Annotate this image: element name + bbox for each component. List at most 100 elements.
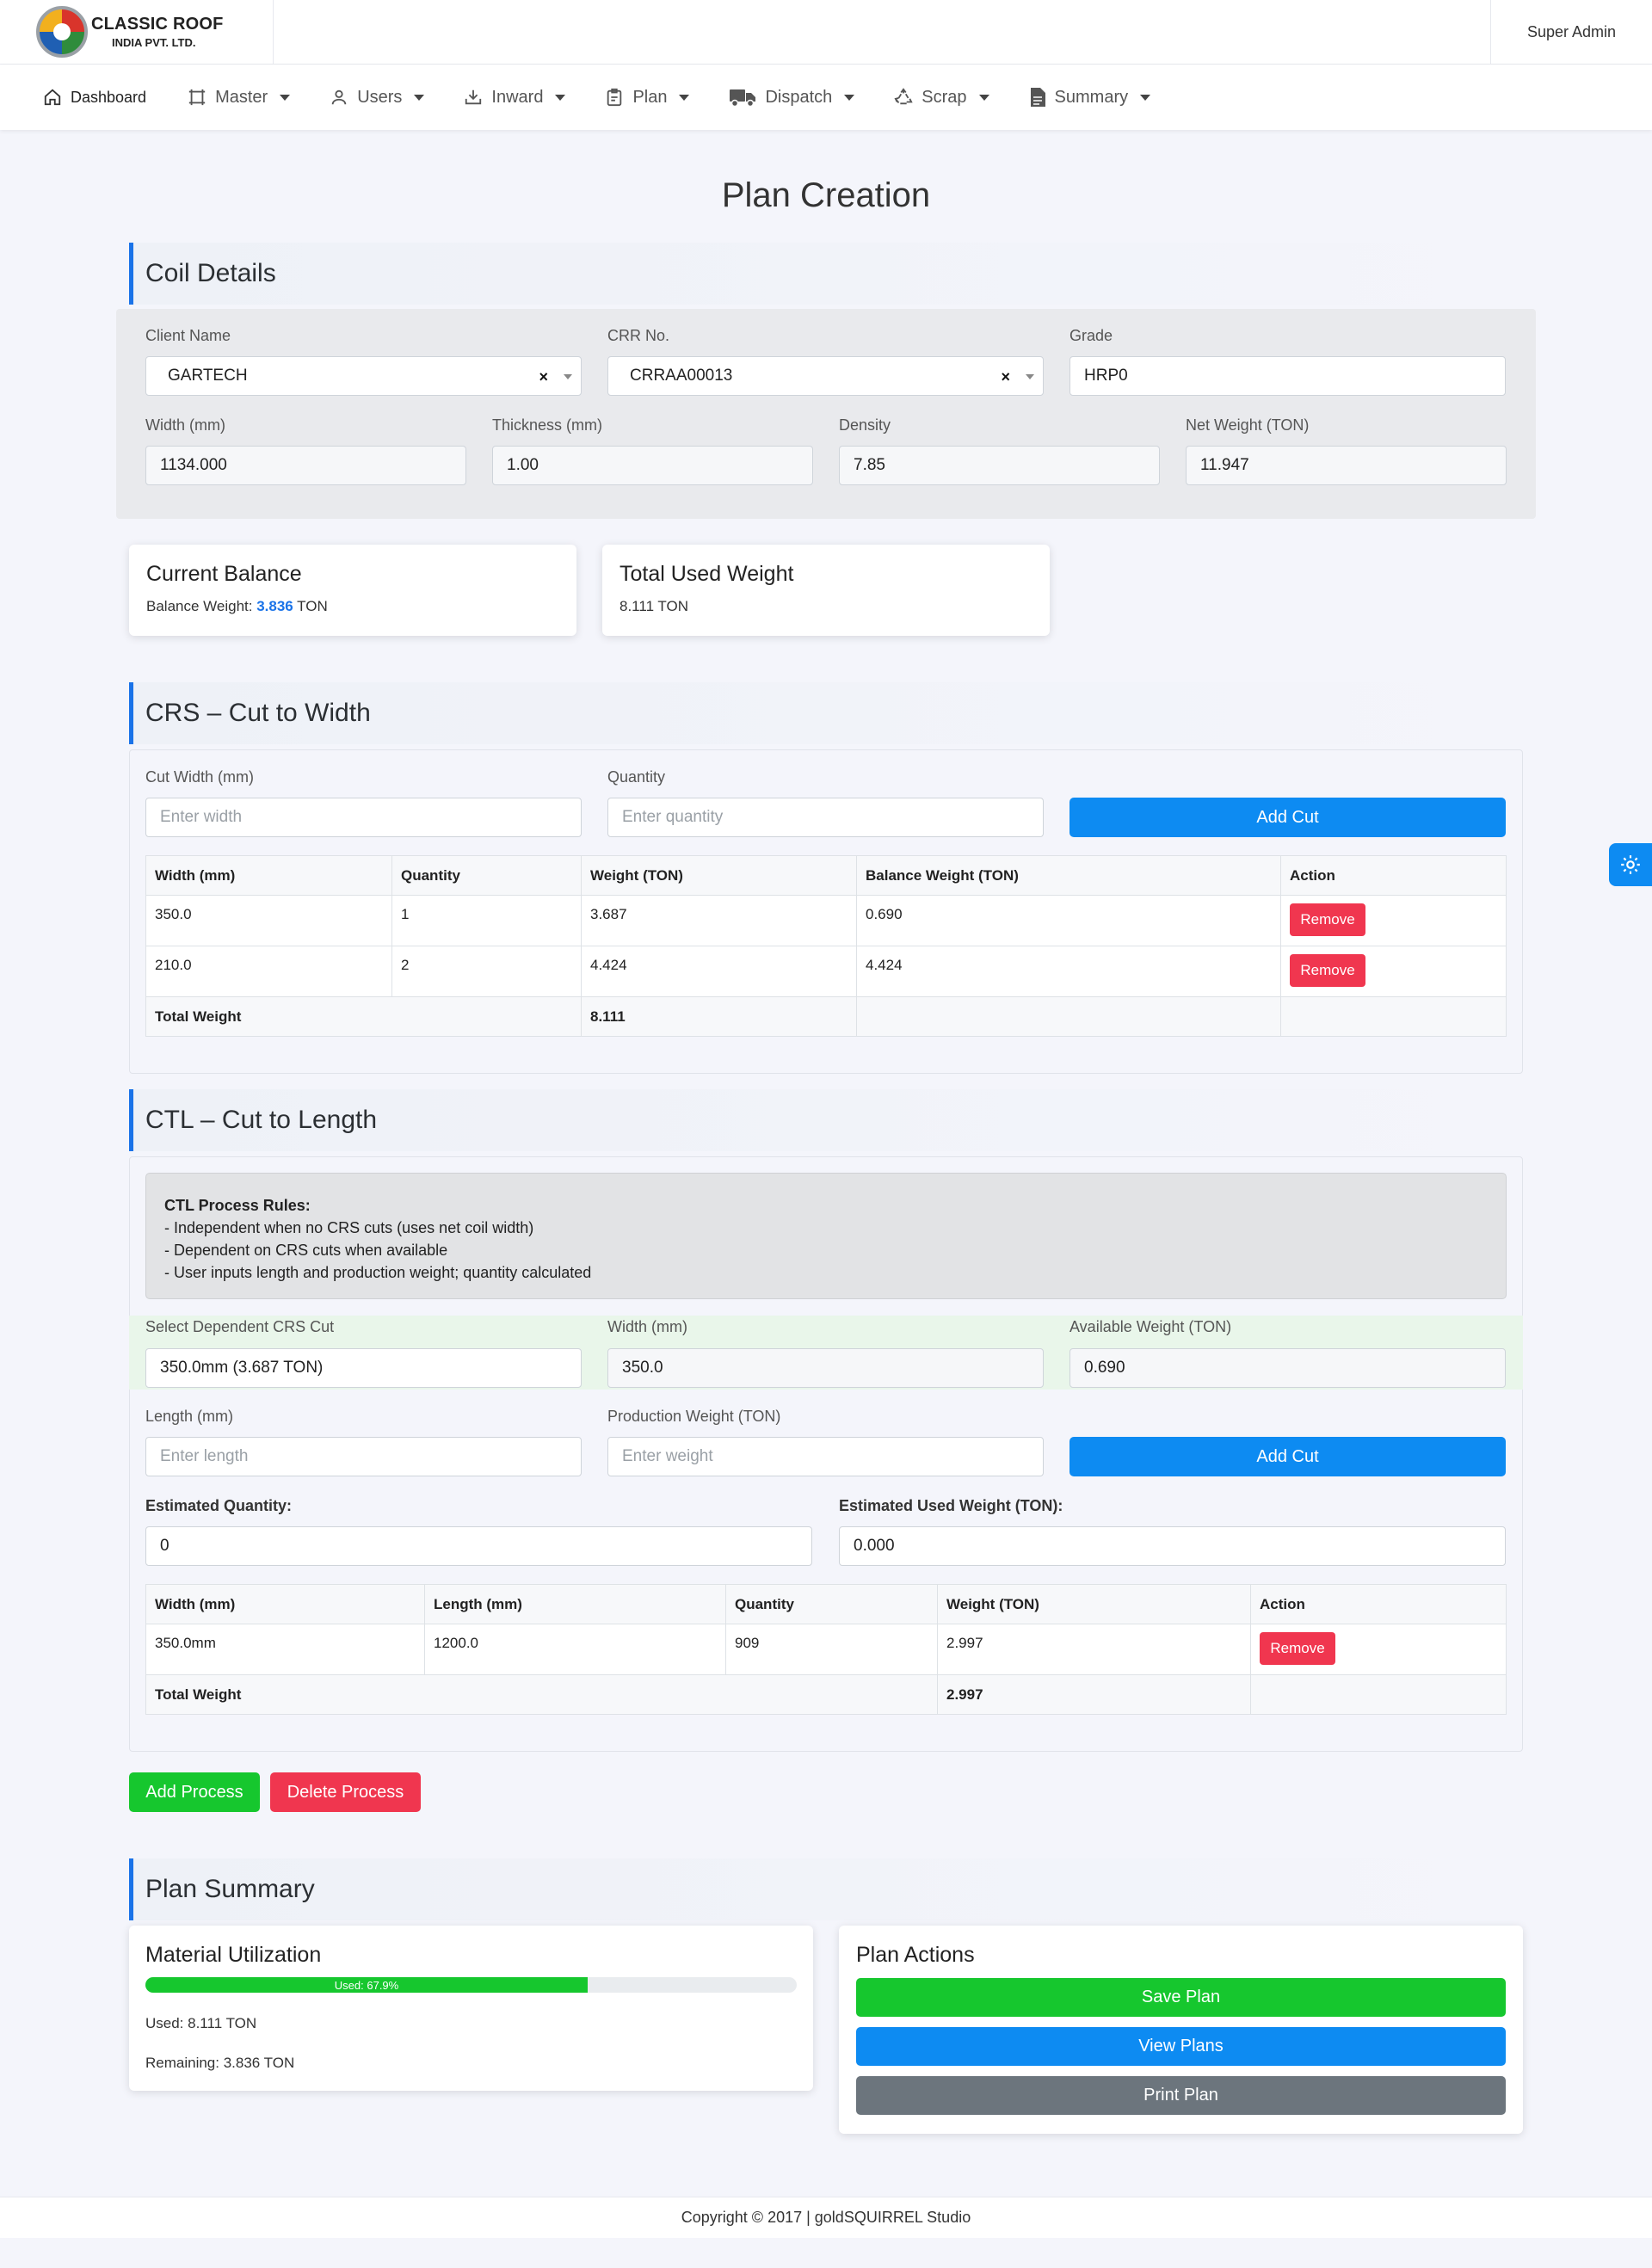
nav-dispatch[interactable]: Dispatch [729, 87, 855, 108]
recycle-icon [894, 88, 913, 105]
remove-button[interactable]: Remove [1290, 954, 1365, 987]
nav-master-label: Master [215, 87, 268, 107]
logo-emblem-icon [36, 6, 88, 58]
production-weight-input[interactable]: Enter weight [607, 1437, 1044, 1476]
clear-icon[interactable]: × [539, 368, 548, 385]
crs-heading: CRS – Cut to Width [129, 682, 1523, 744]
empty-cell [856, 996, 1281, 1037]
nav-summary-label: Summary [1054, 87, 1129, 107]
save-plan-button[interactable]: Save Plan [856, 1978, 1506, 2017]
chevron-down-icon [414, 94, 425, 101]
estimated-used-weight-label: Estimated Used Weight (TON): [839, 1497, 1063, 1514]
view-plans-button[interactable]: View Plans [856, 2027, 1506, 2066]
nav-dispatch-label: Dispatch [765, 87, 833, 107]
download-icon [465, 89, 482, 105]
current-balance-card: Current Balance Balance Weight: 3.836 TO… [129, 545, 576, 636]
total-used-weight-card: Total Used Weight 8.111 TON [602, 545, 1050, 636]
clear-icon[interactable]: × [1001, 368, 1010, 385]
grade-field[interactable]: HRP0 [1069, 356, 1506, 396]
ctl-rule-item: - User inputs length and production weig… [164, 1264, 592, 1281]
coil-details-panel [116, 309, 1536, 519]
estimated-quantity-field[interactable]: 0 [145, 1526, 812, 1566]
crs-col-quantity: Quantity [391, 855, 582, 896]
cell-width: 350.0mm [145, 1624, 425, 1675]
crs-col-balance: Balance Weight (TON) [856, 855, 1281, 896]
estimated-quantity-label: Estimated Quantity: [145, 1497, 293, 1514]
client-name-select[interactable]: GARTECH × [145, 356, 582, 396]
cell-weight: 2.997 [937, 1624, 1251, 1675]
cell-weight: 3.687 [581, 895, 857, 946]
thickness-field[interactable]: 1.00 [492, 446, 813, 485]
nav-inward[interactable]: Inward [464, 88, 566, 108]
footer: Copyright © 2017 | goldSQUIRREL Studio [0, 2197, 1652, 2238]
ctl-rules-box: CTL Process Rules: - Independent when no… [145, 1173, 1507, 1299]
cell-action: Remove [1280, 895, 1507, 946]
cell-action: Remove [1280, 946, 1507, 997]
remove-button[interactable]: Remove [1260, 1632, 1335, 1665]
ctl-add-cut-button[interactable]: Add Cut [1069, 1437, 1506, 1476]
table-row: 350.0mm 1200.0 909 2.997 Remove [145, 1624, 1507, 1675]
dependent-crs-select[interactable]: 350.0mm (3.687 TON) [145, 1348, 582, 1388]
chevron-down-icon [844, 94, 855, 101]
nav-users[interactable]: Users [330, 88, 425, 108]
chevron-down-icon[interactable] [1026, 374, 1034, 379]
total-weight-label: Total Weight [145, 1674, 938, 1715]
total-weight-label: Total Weight [145, 996, 582, 1037]
crs-col-weight: Weight (TON) [581, 855, 857, 896]
available-weight-label: Available Weight (TON) [1069, 1318, 1232, 1335]
plan-summary-heading: Plan Summary [129, 1858, 1523, 1920]
ctl-width-label: Width (mm) [607, 1318, 687, 1335]
ctl-col-action: Action [1250, 1584, 1507, 1624]
user-menu[interactable]: Super Admin [1490, 0, 1652, 65]
print-plan-button[interactable]: Print Plan [856, 2076, 1506, 2115]
cell-quantity: 2 [391, 946, 582, 997]
cell-action: Remove [1250, 1624, 1507, 1675]
utilization-progress-bar: Used: 67.9% [145, 1977, 588, 1993]
user-icon [331, 89, 347, 105]
balance-weight-label: Balance Weight: [146, 598, 257, 614]
brand-name: CLASSIC ROOF [91, 15, 224, 34]
page-title: Plan Creation [721, 176, 931, 214]
main-nav: Dashboard Master Users Inward Plan Dispa… [0, 65, 1652, 130]
add-process-button[interactable]: Add Process [129, 1772, 260, 1812]
nav-summary[interactable]: Summary [1029, 87, 1151, 108]
empty-cell [1280, 996, 1507, 1037]
chevron-down-icon [1140, 94, 1151, 101]
crr-no-select[interactable]: CRRAA00013 × [607, 356, 1044, 396]
nav-scrap[interactable]: Scrap [894, 88, 989, 108]
cell-quantity: 1 [391, 895, 582, 946]
remove-button[interactable]: Remove [1290, 903, 1365, 936]
ctl-heading: CTL – Cut to Length [129, 1089, 1523, 1151]
quantity-input[interactable]: Enter quantity [607, 798, 1044, 837]
current-balance-title: Current Balance [146, 562, 302, 586]
chevron-down-icon[interactable] [564, 374, 572, 379]
client-name-value: GARTECH [168, 367, 248, 385]
cut-width-input[interactable]: Enter width [145, 798, 582, 837]
length-label: Length (mm) [145, 1408, 234, 1425]
nav-plan[interactable]: Plan [605, 88, 690, 108]
density-field[interactable]: 7.85 [839, 446, 1160, 485]
nav-dashboard[interactable]: Dashboard [43, 88, 146, 107]
crr-no-value: CRRAA00013 [630, 367, 733, 385]
cell-width: 210.0 [145, 946, 392, 997]
width-field[interactable]: 1134.000 [145, 446, 466, 485]
net-weight-field[interactable]: 11.947 [1186, 446, 1507, 485]
crs-add-cut-button[interactable]: Add Cut [1069, 798, 1506, 837]
client-name-label: Client Name [145, 327, 231, 344]
production-weight-label: Production Weight (TON) [607, 1408, 781, 1425]
estimated-used-weight-field[interactable]: 0.000 [839, 1526, 1506, 1566]
ctl-col-length: Length (mm) [424, 1584, 726, 1624]
thickness-label: Thickness (mm) [492, 416, 603, 434]
density-label: Density [839, 416, 891, 434]
brand-logo[interactable]: CLASSIC ROOF INDIA PVT. LTD. [0, 0, 274, 65]
cell-balance: 0.690 [856, 895, 1281, 946]
total-used-weight-value: 8.111 TON [620, 598, 689, 614]
settings-toggle[interactable] [1609, 843, 1652, 886]
nav-master[interactable]: Master [188, 87, 291, 108]
ctl-width-field[interactable]: 350.0 [607, 1348, 1044, 1388]
delete-process-button[interactable]: Delete Process [270, 1772, 421, 1812]
available-weight-field[interactable]: 0.690 [1069, 1348, 1506, 1388]
crs-table: Width (mm) Quantity Weight (TON) Balance… [145, 855, 1507, 1037]
cell-quantity: 909 [725, 1624, 938, 1675]
length-input[interactable]: Enter length [145, 1437, 582, 1476]
